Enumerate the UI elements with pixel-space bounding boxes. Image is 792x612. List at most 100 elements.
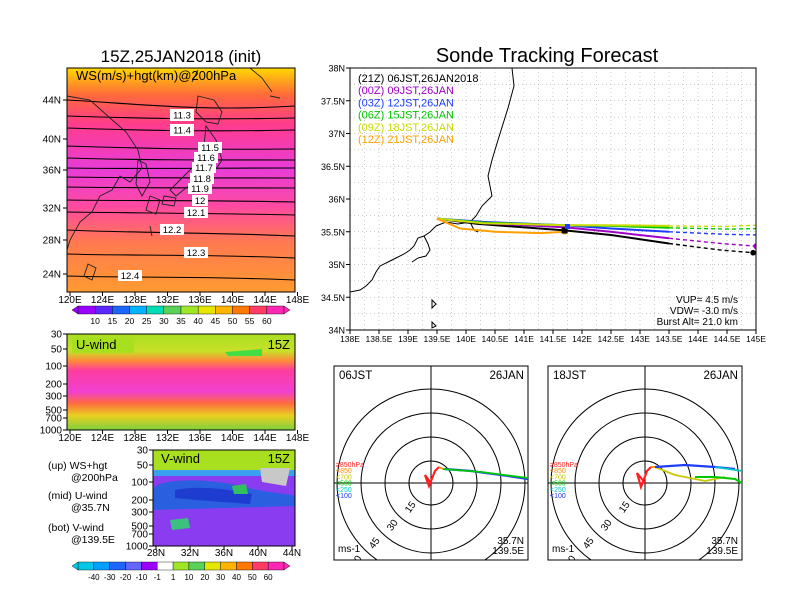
pressure-legend: <850 xyxy=(336,468,352,475)
lat-tick-label: 35.5N xyxy=(321,227,345,237)
colorbar-cell xyxy=(188,561,205,571)
colorbar-cell xyxy=(93,561,110,571)
vwind-colorbar: -40 -30 -20 -10 -1 1 10 20 30 40 50 60 xyxy=(71,561,291,582)
p-tick-label: 200 xyxy=(45,380,62,391)
wind-profile-line xyxy=(442,468,528,479)
lon-tick-label: 128E xyxy=(123,295,147,306)
p-tick-label: 50 xyxy=(137,461,149,472)
pressure-legend: <500 xyxy=(336,481,352,488)
uwind-lon-ticks: 120E 124E 128E 132E 136E 140E 144E 148E xyxy=(58,430,310,444)
p-tick-label: 300 xyxy=(45,392,62,403)
lon-tick-label: 136E xyxy=(188,433,212,444)
colorbar-cell xyxy=(220,561,237,571)
wind-profile-line xyxy=(654,466,726,482)
label-bg xyxy=(550,368,594,382)
ring-label: 60 xyxy=(563,553,579,569)
vwind-label: V-wind xyxy=(161,451,200,466)
lon-tick-label: 138.5E xyxy=(366,334,393,344)
lon-tick-label: 148E xyxy=(286,433,310,444)
colorbar-cell xyxy=(163,305,182,315)
ws-map-panel: WS(m/s)+hgt(km)@200hPa 11.3 11.4 11.5 11… xyxy=(43,67,310,306)
legend-note-line1: (mid) U-wind xyxy=(48,490,108,502)
lat-tick-label: 34.5N xyxy=(321,293,345,303)
contour-label: 12.4 xyxy=(121,271,140,282)
vwind-lat-ticks: 28N 32N 36N 40N 44N xyxy=(147,546,301,559)
colorbar-tick-label: 35 xyxy=(176,316,186,326)
track-line-dashed xyxy=(668,231,756,236)
lon-tick-label: 140.5E xyxy=(482,334,509,344)
pressure-legend: <500 xyxy=(550,481,566,488)
colorbar-tick-label: 1 xyxy=(171,573,176,582)
lon-tick-label: 143E xyxy=(630,334,650,344)
colorbar-cell xyxy=(249,305,268,315)
lat-tick-label: 36N xyxy=(215,548,233,559)
lon-tick-label: 120E xyxy=(58,295,82,306)
burst-marker xyxy=(561,227,568,234)
colorbar-cell xyxy=(157,561,174,571)
colorbar-tick-label: 15 xyxy=(108,316,118,326)
contour-label: 11.3 xyxy=(173,111,191,122)
p-tick-label: 500 xyxy=(131,522,148,533)
track-line-solid xyxy=(436,217,565,235)
colorbar-tick-label: 60 xyxy=(264,573,273,582)
pressure-legend: <100 xyxy=(336,493,352,500)
colorbar-tick-label: 40 xyxy=(232,573,241,582)
pressure-legend: <700 xyxy=(550,474,566,481)
hodo-unit: ms-1 xyxy=(552,544,575,555)
legend-entry: (21Z) 06JST,26JAN2018 xyxy=(358,73,478,85)
colorbar-cell xyxy=(129,305,147,315)
colorbar-tick-label: 30 xyxy=(159,316,169,326)
hodo-lat: 35.7N xyxy=(497,536,524,547)
wind-profile-line xyxy=(635,466,652,491)
lon-tick-label: 128E xyxy=(123,433,147,444)
lat-tick-label: 44N xyxy=(43,96,61,107)
p-tick-label: 200 xyxy=(131,496,148,507)
legend-notes: (up) WS+hgt@200hPa (mid) U-wind@35.7N (bot… xyxy=(48,460,118,546)
lat-tick-label: 32N xyxy=(43,204,61,215)
p-tick-label: 1000 xyxy=(40,426,63,437)
landing-point xyxy=(750,249,756,256)
track-line-dashed xyxy=(668,224,756,228)
lon-tick-label: 148E xyxy=(286,295,310,306)
lat-tick-label: 32N xyxy=(181,548,199,559)
landing-point xyxy=(759,226,765,232)
colorbar-tick-label: 10 xyxy=(90,316,100,326)
wind-profile-line xyxy=(438,466,444,470)
legend-note-line1: (up) WS+hgt xyxy=(48,460,107,472)
ring-label: 60 xyxy=(349,553,365,569)
legend-note-line1: (bot) V-wind xyxy=(48,522,104,534)
colorbar-tick-label: 55 xyxy=(245,316,255,326)
colorbar-tick-label: 50 xyxy=(248,573,257,582)
coastline xyxy=(67,68,281,281)
hodo-date: 26JAN xyxy=(489,370,524,382)
contour-label: 11.9 xyxy=(191,184,209,195)
contour-label: 11.6 xyxy=(197,153,215,164)
lon-tick-label: 144E xyxy=(253,295,277,306)
contour-label: 12.2 xyxy=(163,225,182,236)
lon-tick-label: 139E xyxy=(398,334,418,344)
lon-tick-label: 124E xyxy=(91,433,115,444)
uwind-label: U-wind xyxy=(76,337,116,352)
colorbar-cell xyxy=(109,561,126,571)
colorbar-tick-label: 60 xyxy=(262,316,272,326)
lon-tick-label: 144.5E xyxy=(714,334,741,344)
map-title: 15Z,25JAN2018 (init) xyxy=(101,47,262,66)
track-legend: (21Z) 06JST,26JAN2018(00Z) 09JST,26JAN(0… xyxy=(358,73,478,146)
pressure-legend: <700 xyxy=(336,474,352,481)
colorbar-cell xyxy=(232,305,250,315)
colorbar-arrow-right xyxy=(283,305,291,315)
colorbar-cell xyxy=(267,561,285,571)
colorbar-cell xyxy=(125,561,142,571)
lat-tick-label: 40N xyxy=(249,548,267,559)
legend-entry: (12Z) 21JST,26JAN xyxy=(358,134,454,146)
lat-tick-label: 38N xyxy=(328,64,345,74)
colorbar-tick-label: -1 xyxy=(154,573,162,582)
track-lat-ticks: 38N 37.5N 37N 36.5N 36N 35.5N 35N 34.5N 34N xyxy=(321,64,350,336)
p-tick-label: 500 xyxy=(45,406,62,417)
